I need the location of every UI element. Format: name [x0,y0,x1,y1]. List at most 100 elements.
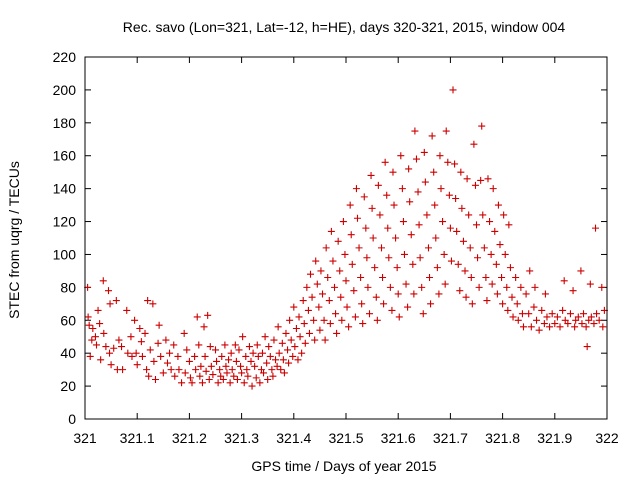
data-point [501,250,509,258]
x-tick-label: 321.7 [433,430,468,446]
data-point [155,321,163,329]
data-point [238,369,246,377]
data-point [415,221,423,229]
data-point [261,333,269,341]
data-point [202,367,210,375]
data-point [496,241,504,249]
y-tick-label: 200 [53,82,77,98]
data-point [441,280,449,288]
data-point [402,280,410,288]
x-tick-label: 321.5 [328,430,363,446]
data-point [484,175,492,183]
data-point [350,287,358,295]
y-tick-label: 160 [53,148,77,164]
data-point [462,293,470,301]
data-point [381,158,389,166]
data-point [239,333,247,341]
data-point [373,316,381,324]
data-point [598,283,606,291]
data-point [359,320,367,328]
data-point [593,310,601,318]
data-point [286,316,294,324]
data-point [200,323,208,331]
x-tick-label: 321.9 [537,430,572,446]
data-point [333,329,341,337]
data-point [348,260,356,268]
data-point [394,290,402,298]
data-point [264,376,272,384]
data-point [292,325,300,332]
data-point [118,343,126,351]
data-point [392,234,400,242]
data-point [307,270,315,278]
data-point [244,372,252,380]
data-point [564,320,572,328]
data-point [247,357,255,365]
data-point [92,341,100,349]
data-point [406,198,414,206]
data-point [198,379,206,387]
data-point [242,352,250,360]
data-point [94,306,102,314]
data-point [249,349,257,357]
y-tick-label: 100 [53,246,77,262]
x-tick-label: 321.2 [172,430,207,446]
data-point [110,344,118,352]
data-point [310,316,318,324]
data-point [131,316,139,324]
y-tick-label: 20 [60,378,76,394]
data-point [360,193,368,201]
data-point [398,185,406,193]
data-point [322,244,330,252]
data-point [518,310,526,318]
data-point [243,366,251,374]
data-point [458,204,466,212]
data-point [357,273,365,281]
data-point [482,273,490,281]
data-point [546,323,554,331]
data-point [320,316,328,324]
data-point [136,325,144,332]
data-point [221,341,229,349]
data-point [192,366,200,374]
x-tick-label: 321.4 [276,430,311,446]
axes-ticks: 0 20 40 60 80 100 120 140 160 180 200 220 321 321.1 32… [53,49,619,446]
data-point [216,366,224,374]
data-point [530,303,538,311]
data-point [377,244,385,252]
data-point [132,349,140,357]
data-point [479,211,487,219]
data-point [457,168,465,176]
data-point [574,313,582,321]
data-point [228,366,236,374]
data-point [517,283,525,291]
data-point [269,372,277,380]
data-point [407,231,415,239]
data-point [416,254,424,262]
data-point [586,280,594,288]
data-point [137,338,145,346]
data-point [313,280,321,288]
data-point [263,359,271,367]
data-point [124,349,132,357]
data-point [582,323,590,331]
data-point [294,356,302,364]
data-point [201,352,209,360]
data-point [223,369,231,377]
data-point [379,273,387,281]
x-tick-label: 321 [73,430,97,446]
data-point [566,310,574,318]
data-point [272,356,280,364]
data-point [365,310,373,318]
data-point [104,287,112,295]
data-point [178,379,186,387]
data-point [127,333,135,341]
data-point [312,257,320,265]
data-point [418,283,426,291]
data-point [420,148,428,156]
y-tick-label: 0 [68,411,76,427]
data-point [388,306,396,314]
data-point [305,329,313,337]
data-point [556,323,564,331]
data-point [384,224,392,232]
